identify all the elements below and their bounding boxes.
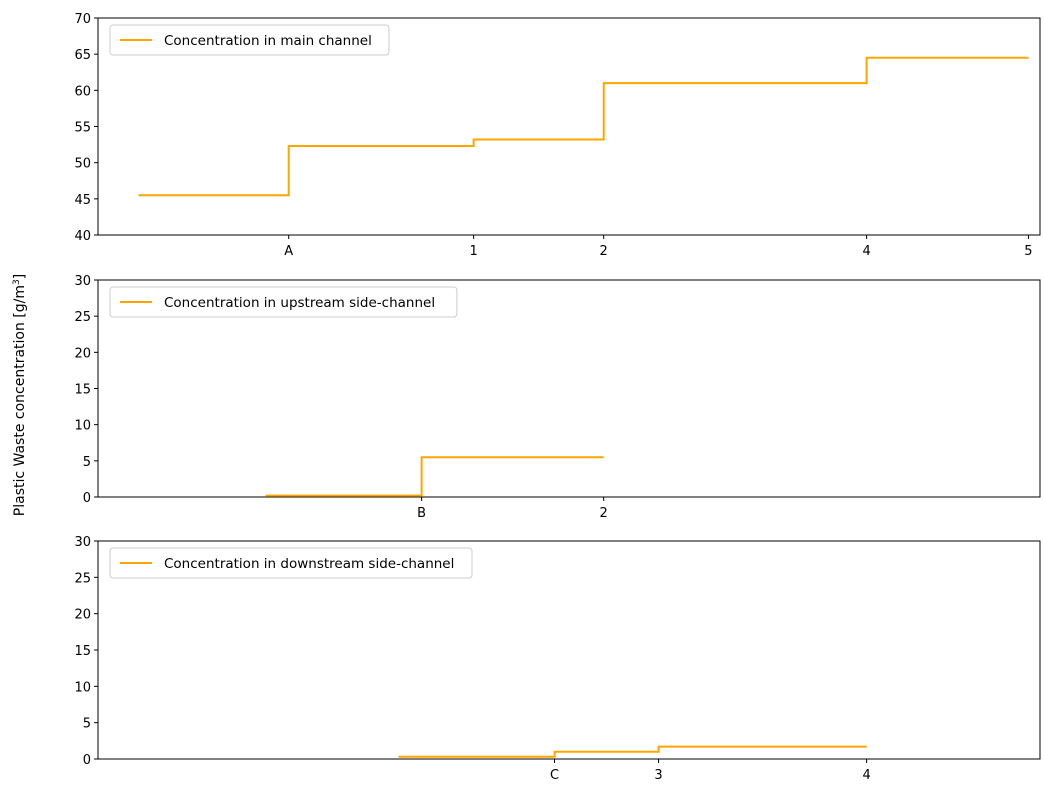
y-tick-label: 15	[74, 644, 91, 659]
legend-box	[109, 24, 390, 56]
y-tick-label: 65	[74, 48, 91, 63]
series-line	[138, 56, 1029, 197]
y-tick-label: 25	[74, 571, 91, 586]
x-tick-label: 2	[600, 506, 608, 521]
legend: Concentration in upstream side-channel	[109, 286, 458, 318]
y-tick-label: 15	[74, 383, 91, 398]
x-tick-label: 1	[470, 244, 478, 259]
y-tick-label: 20	[74, 346, 91, 361]
y-tick-label: 20	[74, 608, 91, 623]
y-tick-label: 60	[74, 84, 91, 99]
x-tick-label: 2	[600, 244, 608, 259]
legend: Concentration in downstream side-channel	[109, 547, 473, 579]
x-tick-label: C	[550, 768, 559, 783]
subplot-3: 0 5 10 15 20 25 30 C 3 4 Concentration in downstre…	[74, 535, 1041, 783]
y-tick-label: 50	[74, 157, 91, 172]
subplot-2: 0 5 10 15 20 25 30 B 2 Concentration in upstream …	[74, 274, 1041, 521]
x-tick-label: 4	[862, 244, 870, 259]
legend: Concentration in main channel	[109, 24, 390, 56]
y-axis-label-end: ]	[12, 274, 28, 279]
series-line	[265, 456, 604, 497]
x-tick-label: A	[284, 244, 293, 259]
x-tick-label: 4	[862, 768, 870, 783]
legend-label: Concentration in downstream side-channel	[164, 556, 454, 572]
series-line	[398, 745, 867, 758]
legend-box	[109, 286, 458, 318]
y-tick-label: 10	[74, 680, 91, 695]
shared-y-axis-label: Plastic Waste concentration [g/m3]	[12, 274, 28, 516]
x-tick-label: 5	[1024, 244, 1032, 259]
legend-label: Concentration in main channel	[164, 33, 372, 49]
y-tick-label: 30	[74, 535, 91, 550]
x-tick-label: B	[417, 506, 426, 521]
y-tick-label: 10	[74, 419, 91, 434]
y-axis-label-text: Plastic Waste concentration [g/m	[12, 285, 28, 516]
y-tick-label: 0	[83, 491, 91, 506]
y-tick-label: 30	[74, 274, 91, 289]
y-tick-label: 45	[74, 193, 91, 208]
y-tick-label: 70	[74, 12, 91, 27]
y-tick-label: 40	[74, 229, 91, 244]
y-tick-label: 5	[83, 455, 91, 470]
y-axis-label-superscript: 3	[12, 279, 22, 285]
legend-label: Concentration in upstream side-channel	[164, 295, 435, 311]
y-tick-label: 25	[74, 310, 91, 325]
legend-box	[109, 547, 473, 579]
y-tick-label: 5	[83, 717, 91, 732]
x-tick-label: 3	[654, 768, 662, 783]
y-tick-label: 0	[83, 753, 91, 768]
y-tick-label: 55	[74, 121, 91, 136]
